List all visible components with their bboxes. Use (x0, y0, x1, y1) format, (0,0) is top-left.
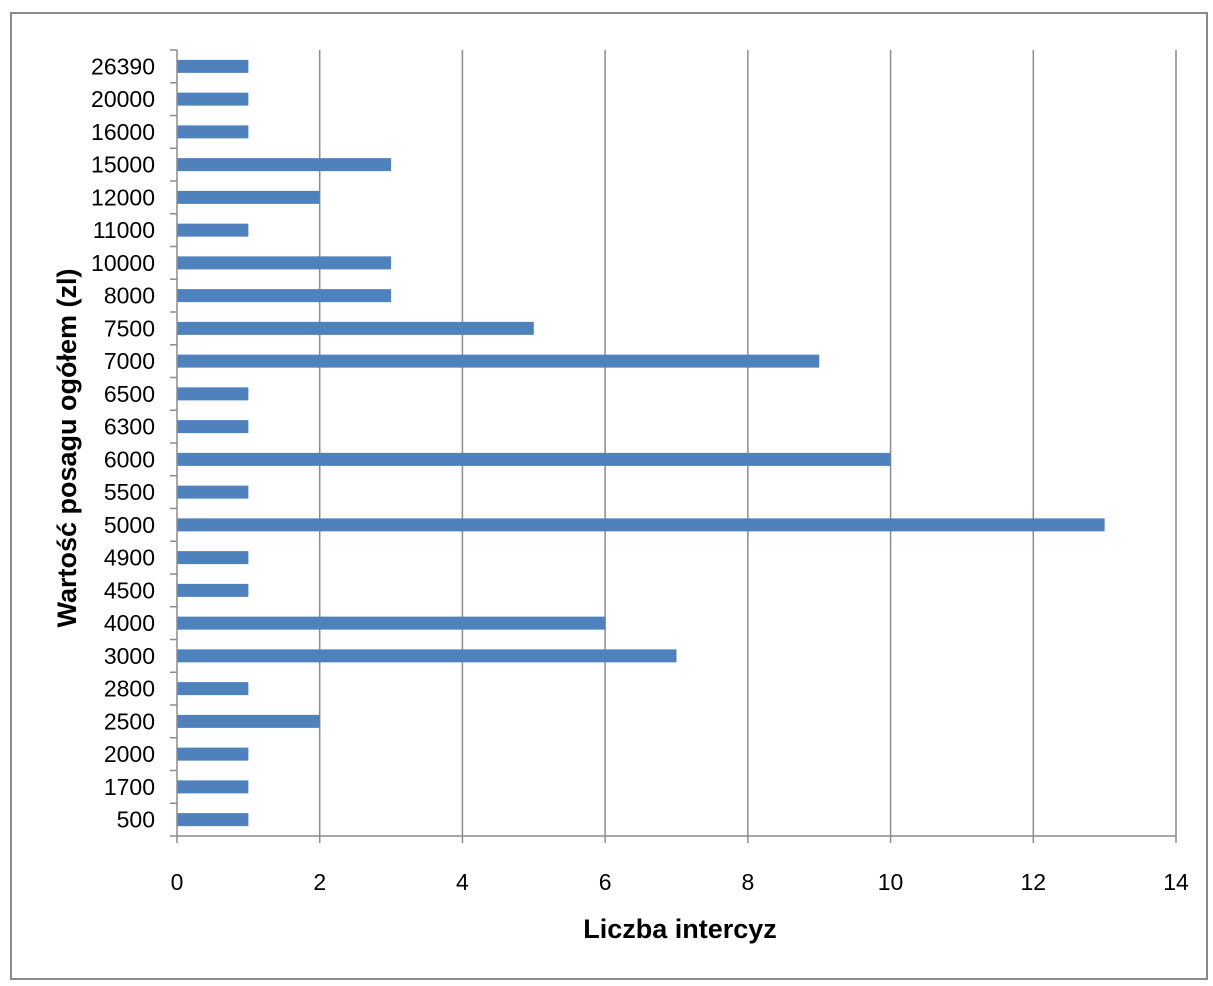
x-tick-label: 4 (456, 869, 469, 895)
y-tick-label: 10000 (91, 250, 155, 276)
y-tick-label: 6300 (104, 414, 155, 440)
axes (170, 49, 1177, 843)
x-tick-label: 8 (741, 869, 754, 895)
y-tick-label: 4900 (104, 545, 155, 571)
y-tick-label: 16000 (91, 119, 155, 145)
x-tick-label: 6 (599, 869, 612, 895)
x-axis-title: Liczba intercyz (583, 914, 777, 944)
bar-500 (177, 813, 249, 827)
y-tick-label: 2500 (104, 708, 155, 734)
bar-3000 (177, 649, 677, 663)
x-tick-label: 14 (1163, 869, 1189, 895)
y-tick-label: 8000 (104, 283, 155, 309)
bar-12000 (177, 190, 320, 204)
gridlines (318, 50, 1177, 836)
bar-11000 (177, 223, 249, 237)
x-tick-label: 0 (171, 869, 184, 895)
y-tick-label: 4500 (104, 577, 155, 603)
bar-6000 (177, 452, 891, 466)
y-tick-label: 2800 (104, 676, 155, 702)
bar-8000 (177, 289, 392, 303)
bar-20000 (177, 92, 249, 106)
y-tick-label: 4000 (104, 610, 155, 636)
y-tick-label: 6000 (104, 446, 155, 472)
bar-1700 (177, 780, 249, 794)
bar-7000 (177, 354, 820, 368)
y-tick-label: 7500 (104, 315, 155, 341)
bar-2800 (177, 682, 249, 696)
bar-6500 (177, 387, 249, 401)
bar-4000 (177, 616, 606, 630)
bar-4500 (177, 583, 249, 597)
y-tick-label: 20000 (91, 86, 155, 112)
bar-4900 (177, 551, 249, 565)
y-tick-label: 3000 (104, 643, 155, 669)
bar-5500 (177, 485, 249, 499)
bar-16000 (177, 125, 249, 139)
y-tick-label: 5000 (104, 512, 155, 538)
y-tick-label: 26390 (91, 53, 155, 79)
bar-6300 (177, 420, 249, 434)
y-tick-label: 6500 (104, 381, 155, 407)
y-axis-title: Wartość posagu ogółem (zl) (52, 268, 82, 627)
bar-15000 (177, 158, 392, 172)
bar-5000 (177, 518, 1105, 532)
bar-2000 (177, 747, 249, 761)
y-tick-label: 15000 (91, 152, 155, 178)
y-tick-labels: 500 1700 2000 2500 2800 3000 4000 4500 4900 5000 5… (91, 53, 155, 832)
y-tick-label: 1700 (104, 774, 155, 800)
bar-2500 (177, 714, 320, 728)
y-tick-label: 2000 (104, 741, 155, 767)
x-tick-label: 12 (1020, 869, 1046, 895)
x-tick-label: 2 (313, 869, 326, 895)
y-tick-label: 12000 (91, 184, 155, 210)
bar-10000 (177, 256, 392, 270)
bar-7500 (177, 321, 534, 335)
y-tick-label: 11000 (93, 217, 155, 243)
x-tick-labels: 0 2 4 6 8 10 12 14 (171, 869, 1189, 895)
x-tick-label: 10 (878, 869, 904, 895)
bars (177, 59, 1105, 827)
y-tick-label: 7000 (104, 348, 155, 374)
y-tick-label: 500 (117, 807, 155, 833)
y-tick-label: 5500 (104, 479, 155, 505)
bar-26390 (177, 59, 249, 73)
